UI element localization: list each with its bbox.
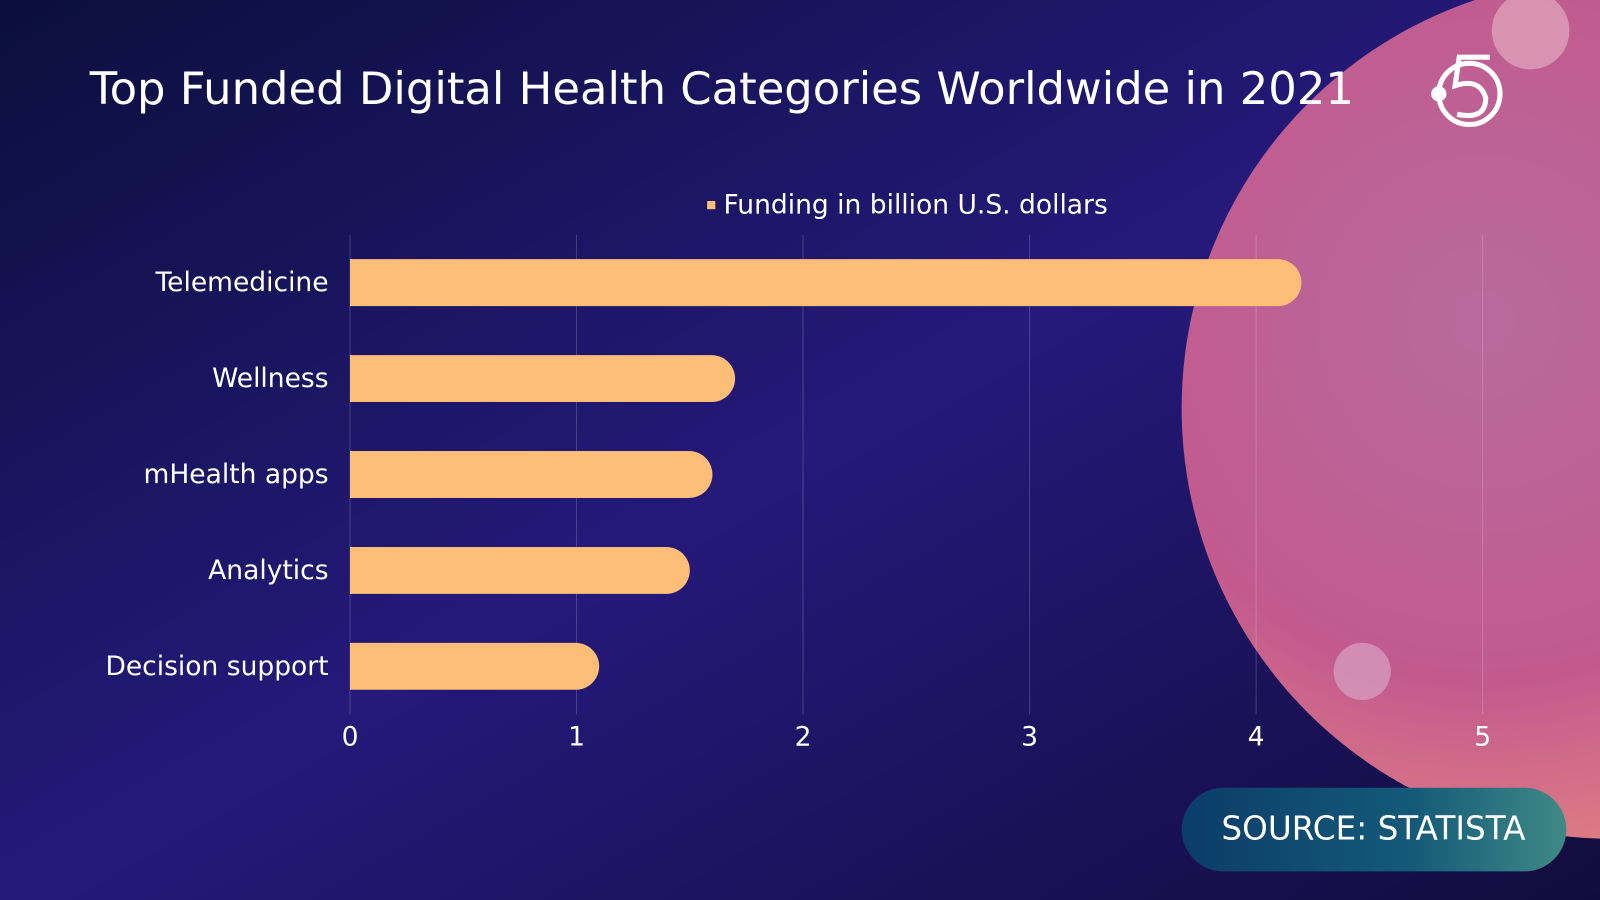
y-tick-label: Decision support: [105, 651, 328, 682]
legend-swatch: [707, 201, 716, 210]
source: SOURCE: STATISTA: [1221, 810, 1526, 848]
y-tick-label: mHealth apps: [144, 459, 329, 490]
bar: [350, 642, 600, 690]
logo: [1431, 54, 1503, 128]
x-tick-label: 5: [1474, 721, 1491, 752]
planet: [1181, 0, 1600, 839]
y-tick-label: Wellness: [212, 363, 328, 394]
x-tick-label: 3: [1021, 721, 1038, 752]
legend-label: Funding in billion U.S. dollars: [723, 190, 1107, 221]
x-tick-label: 0: [342, 721, 359, 752]
planet-spot: [1491, 0, 1570, 70]
bar: [350, 355, 736, 403]
planet-spot: [1333, 642, 1391, 700]
bar: [350, 259, 1302, 307]
source-badge: [1181, 787, 1567, 872]
chart-title: Top Funded Digital Health Categories Wor…: [89, 62, 1354, 115]
y-tick-label: Telemedicine: [154, 267, 328, 298]
x-tick-label: 1: [568, 721, 585, 752]
bar: [350, 546, 690, 594]
x-tick-label: 4: [1248, 721, 1265, 752]
y-tick-label: Analytics: [208, 555, 328, 586]
bar: [350, 451, 713, 498]
x-tick-label: 2: [795, 721, 812, 752]
